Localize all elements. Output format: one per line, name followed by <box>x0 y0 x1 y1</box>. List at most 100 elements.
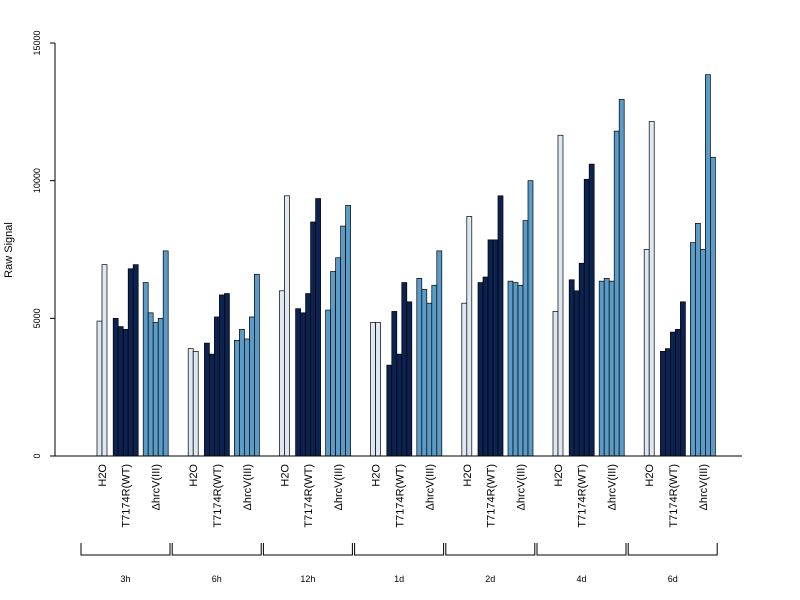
group-label: 3h <box>120 574 130 584</box>
bar <box>578 262 585 457</box>
y-tick-label: 5000 <box>32 308 42 328</box>
bar <box>142 282 149 457</box>
bar <box>680 301 686 457</box>
bar <box>234 340 240 457</box>
group-bracket <box>171 543 262 556</box>
group-label: 1d <box>394 574 404 584</box>
bar <box>660 351 666 457</box>
bar <box>340 225 346 457</box>
category-label: T7174R(WT) <box>303 464 315 528</box>
bar <box>162 250 169 457</box>
bar <box>239 328 245 457</box>
bar <box>187 348 194 457</box>
category-label: ΔhrcV(III) <box>516 464 528 510</box>
bar <box>705 74 711 457</box>
bar <box>557 134 564 457</box>
bar <box>573 290 580 457</box>
category-label: T7174R(WT) <box>121 464 133 528</box>
bar <box>305 293 311 457</box>
bar <box>648 121 655 457</box>
category-label: H2O <box>371 464 383 487</box>
bar <box>603 278 610 457</box>
category-labels: H2O T7174R(WT) ΔhrcV(III) H2O T7174R(WT) Δhrc… <box>97 464 710 528</box>
group-bracket <box>445 543 536 556</box>
bar <box>192 351 199 457</box>
group-label: 6d <box>668 574 678 584</box>
category-label: H2O <box>97 464 109 487</box>
bar <box>507 280 514 457</box>
bar <box>700 249 706 457</box>
bar <box>244 338 250 457</box>
bar <box>325 309 331 457</box>
bar <box>497 195 504 457</box>
bar <box>386 364 393 457</box>
group-label: 12h <box>300 574 315 584</box>
bar <box>416 278 423 457</box>
bar <box>219 294 225 457</box>
bar <box>391 311 398 457</box>
bar <box>690 242 696 457</box>
category-label: H2O <box>644 464 656 487</box>
bar <box>487 239 494 457</box>
bar <box>315 198 321 457</box>
group-label: 2d <box>485 574 495 584</box>
y-tick-label: 0 <box>32 453 42 458</box>
bar <box>492 239 499 457</box>
bar <box>345 205 351 457</box>
bar <box>375 322 381 457</box>
bar <box>249 316 255 457</box>
bar <box>132 264 139 457</box>
bar <box>127 268 134 457</box>
category-label: T7174R(WT) <box>668 464 680 528</box>
bar <box>426 302 433 457</box>
bar <box>370 322 376 457</box>
bar <box>695 222 701 457</box>
bar <box>665 348 671 457</box>
group-bracket <box>354 543 445 556</box>
bar <box>310 221 316 457</box>
bar <box>421 289 428 457</box>
group-bracket <box>536 543 627 556</box>
bar <box>552 311 559 457</box>
group-bracket <box>262 543 353 556</box>
bar <box>152 322 159 457</box>
category-label: H2O <box>462 464 474 487</box>
bar <box>613 130 620 457</box>
bar <box>157 317 164 457</box>
y-tick-label: 10000 <box>32 168 42 193</box>
category-label: H2O <box>553 464 565 487</box>
bar <box>527 180 534 457</box>
bar <box>406 301 413 457</box>
category-label: T7174R(WT) <box>486 464 498 528</box>
category-label: ΔhrcV(III) <box>151 464 163 510</box>
bar <box>522 220 529 457</box>
category-label: ΔhrcV(III) <box>698 464 710 510</box>
bar <box>670 331 676 457</box>
bar <box>588 163 595 457</box>
category-label: H2O <box>279 464 291 487</box>
bar <box>710 156 716 457</box>
axes-layer <box>50 43 742 457</box>
category-label: ΔhrcV(III) <box>607 464 619 510</box>
bar <box>675 328 681 457</box>
category-label: ΔhrcV(III) <box>242 464 254 510</box>
bar <box>436 250 443 457</box>
bar <box>300 312 306 457</box>
bar <box>517 284 524 457</box>
bar <box>96 320 103 457</box>
bar <box>209 353 215 457</box>
bar <box>335 257 341 457</box>
category-label: H2O <box>188 464 200 487</box>
group-brackets: 3h 6h 12h 1d 2d 4d 6d <box>80 543 718 584</box>
bar <box>396 353 403 457</box>
bar <box>122 328 129 457</box>
category-label: ΔhrcV(III) <box>333 464 345 510</box>
bar <box>214 316 220 457</box>
group-bracket <box>627 543 718 556</box>
bar <box>583 178 590 457</box>
bar <box>598 280 605 457</box>
bar <box>512 282 519 457</box>
bar <box>147 312 154 457</box>
bar <box>204 342 210 457</box>
